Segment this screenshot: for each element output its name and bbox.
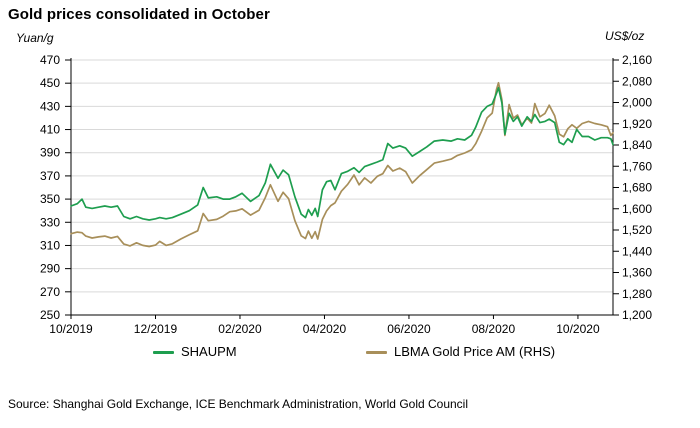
x-axis-tick-label: 06/2020: [387, 322, 431, 336]
right-axis-unit-label: US$/oz: [605, 29, 645, 43]
left-axis-tick-label: 470: [40, 53, 60, 67]
right-axis-tick-label: 1,200: [622, 308, 652, 322]
source-note: Source: Shanghai Gold Exchange, ICE Benc…: [8, 397, 469, 411]
x-axis-tick-label: 10/2019: [49, 322, 93, 336]
legend-item-shaupm: SHAUPM: [153, 344, 237, 360]
lbma-line-swatch-icon: [366, 350, 387, 354]
right-axis-tick-label: 1,680: [622, 181, 652, 195]
legend-label-lbma: LBMA Gold Price AM (RHS): [394, 344, 556, 359]
left-axis-tick-label: 430: [40, 99, 60, 113]
left-axis-tick-label: 370: [40, 169, 60, 183]
right-axis-tick-label: 1,520: [622, 223, 652, 237]
right-axis-tick-label: 1,840: [622, 138, 652, 152]
left-axis-tick-label: 450: [40, 76, 60, 90]
left-axis-tick-label: 290: [40, 262, 60, 276]
right-axis-tick-label: 1,280: [622, 287, 652, 301]
series-line-shaupm: [70, 86, 614, 221]
right-axis-tick-label: 1,440: [622, 244, 652, 258]
shaupm-line-swatch-icon: [153, 350, 174, 354]
x-axis-tick-label: 08/2020: [472, 322, 516, 336]
chart-legend: SHAUPM LBMA Gold Price AM (RHS): [0, 344, 700, 360]
left-axis-tick-label: 270: [40, 285, 60, 299]
legend-item-lbma: LBMA Gold Price AM (RHS): [366, 344, 555, 360]
left-axis-unit-label: Yuan/g: [16, 31, 54, 45]
series-line-lbma: [70, 81, 614, 248]
x-axis-tick-label: 12/2019: [134, 322, 178, 336]
right-axis-tick-label: 1,760: [622, 159, 652, 173]
left-axis-tick-label: 250: [40, 308, 60, 322]
right-axis-tick-label: 2,000: [622, 96, 652, 110]
left-axis-tick-label: 350: [40, 192, 60, 206]
right-axis-tick-label: 2,080: [622, 74, 652, 88]
chart-title: Gold prices consolidated in October: [8, 6, 270, 23]
right-axis-tick-label: 1,600: [622, 202, 652, 216]
left-axis-tick-label: 410: [40, 123, 60, 137]
chart-plot-area: 470 450 430 410 390 370 350 330 310 290 270 250 2,16…: [40, 53, 652, 336]
right-axis-tick-label: 2,160: [622, 53, 652, 67]
left-axis-tick-label: 310: [40, 238, 60, 252]
legend-label-shaupm: SHAUPM: [181, 344, 237, 359]
left-axis-tick-label: 330: [40, 215, 60, 229]
x-axis-tick-label: 02/2020: [218, 322, 262, 336]
x-axis-tick-label: 10/2020: [556, 322, 600, 336]
left-axis-tick-label: 390: [40, 146, 60, 160]
right-axis-tick-label: 1,920: [622, 117, 652, 131]
right-axis-tick-label: 1,360: [622, 266, 652, 280]
x-axis-tick-label: 04/2020: [303, 322, 347, 336]
